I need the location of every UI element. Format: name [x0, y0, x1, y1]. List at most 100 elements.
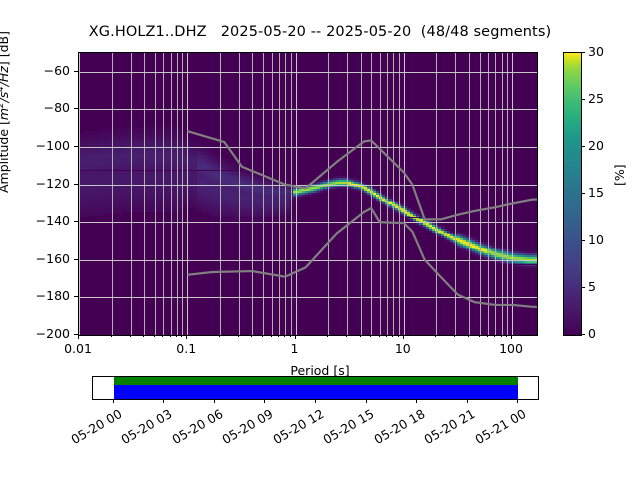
ppsd-bin: [134, 138, 139, 141]
ppsd-bin: [128, 185, 133, 188]
ppsd-bin: [202, 144, 207, 147]
ppsd-bin: [159, 132, 164, 135]
ppsd-bin: [233, 179, 238, 182]
ppsd-bin: [208, 209, 213, 212]
ppsd-bin: [94, 131, 99, 133]
coverage-axis-tick: [213, 399, 215, 403]
ppsd-bin: [116, 155, 120, 158]
ppsd-bin: [171, 149, 176, 152]
ppsd-bin: [174, 200, 179, 203]
ppsd-bin: [119, 208, 123, 210]
ppsd-bin: [82, 142, 86, 145]
ppsd-bin: [363, 189, 368, 192]
ppsd-bin: [230, 204, 235, 207]
ppsd-bin: [147, 194, 151, 197]
ppsd-bin: [150, 208, 154, 210]
ppsd-bin: [91, 162, 96, 165]
ppsd-bin: [342, 187, 346, 190]
ppsd-plot-axes[interactable]: [78, 52, 538, 336]
ppsd-bin: [243, 213, 247, 216]
ppsd-bin: [255, 206, 260, 209]
ppsd-bin: [150, 127, 154, 130]
ppsd-bin: [171, 134, 176, 137]
ppsd-bin: [79, 181, 83, 184]
ppsd-bin: [193, 162, 198, 165]
ppsd-bin: [103, 157, 108, 160]
ppsd-bin: [91, 198, 96, 201]
ppsd-bin: [243, 191, 247, 194]
ppsd-bin: [304, 194, 309, 197]
ppsd-bin: [128, 157, 133, 160]
ppsd-bin: [134, 140, 139, 143]
ppsd-bin: [236, 206, 241, 209]
y-axis-tick-label: −180: [35, 288, 70, 304]
ppsd-bin: [82, 138, 86, 141]
ppsd-bin: [357, 181, 362, 184]
ppsd-bin: [156, 136, 161, 139]
ppsd-bin: [403, 211, 408, 214]
ppsd-bin: [82, 193, 86, 195]
ppsd-bin: [444, 238, 448, 241]
ppsd-bin: [239, 181, 244, 184]
ppsd-bin: [230, 168, 235, 171]
ppsd-bin: [205, 185, 210, 188]
ppsd-bin: [335, 181, 340, 184]
ppsd-bin: [212, 204, 216, 207]
y-axis-title-prefix: Amplitude [: [0, 120, 12, 193]
ppsd-bin: [410, 219, 414, 222]
ppsd-bin: [143, 131, 148, 133]
ppsd-bin: [255, 200, 260, 203]
ppsd-bin: [150, 129, 154, 131]
ppsd-bin: [143, 134, 148, 137]
ppsd-bin: [113, 185, 117, 188]
ppsd-bin: [97, 209, 102, 212]
ppsd-bin: [212, 157, 216, 160]
ppsd-bin: [103, 142, 108, 145]
ppsd-bin: [212, 202, 216, 205]
ppsd-bin: [270, 209, 275, 212]
ppsd-bin: [125, 138, 130, 141]
ppsd-bin: [119, 132, 123, 135]
ppsd-bin: [103, 146, 108, 148]
ppsd-bin: [147, 208, 151, 210]
ppsd-bin: [208, 179, 213, 182]
ppsd-bin: [122, 157, 126, 160]
ppsd-bin: [147, 140, 151, 143]
ppsd-bin: [233, 215, 238, 218]
ppsd-bin: [165, 151, 170, 154]
ppsd-bin: [329, 178, 334, 180]
ppsd-bin: [212, 159, 216, 162]
ppsd-histogram-canvas: [79, 53, 537, 335]
ppsd-bin: [137, 147, 142, 150]
ppsd-bin: [243, 176, 247, 178]
ppsd-bin: [134, 129, 139, 131]
ppsd-bin: [113, 181, 117, 184]
ppsd-bin: [224, 198, 229, 201]
ppsd-bin: [178, 191, 182, 194]
ppsd-bin: [239, 189, 244, 192]
colorbar[interactable]: [563, 52, 582, 336]
ppsd-bin: [150, 179, 154, 182]
ppsd-bin: [100, 149, 105, 152]
ppsd-bin: [236, 219, 241, 222]
ppsd-bin: [143, 189, 148, 192]
ppsd-bin: [106, 134, 111, 137]
ppsd-bin: [128, 159, 133, 162]
ppsd-bin: [208, 196, 213, 199]
ppsd-bin: [227, 208, 232, 210]
ppsd-bin: [227, 209, 232, 212]
time-coverage-axes[interactable]: [92, 376, 539, 400]
ppsd-bin: [187, 155, 191, 158]
ppsd-bin: [106, 191, 111, 194]
ppsd-bin: [106, 202, 111, 205]
ppsd-bin: [193, 208, 198, 210]
ppsd-bin: [140, 129, 145, 131]
ppsd-bin: [320, 191, 325, 194]
ppsd-bin: [128, 132, 133, 135]
ppsd-bin: [85, 168, 89, 171]
ppsd-bin: [106, 172, 111, 175]
ppsd-bin: [85, 144, 89, 147]
ppsd-bin: [94, 208, 99, 210]
ppsd-bin: [143, 155, 148, 158]
ppsd-bin: [199, 166, 204, 169]
